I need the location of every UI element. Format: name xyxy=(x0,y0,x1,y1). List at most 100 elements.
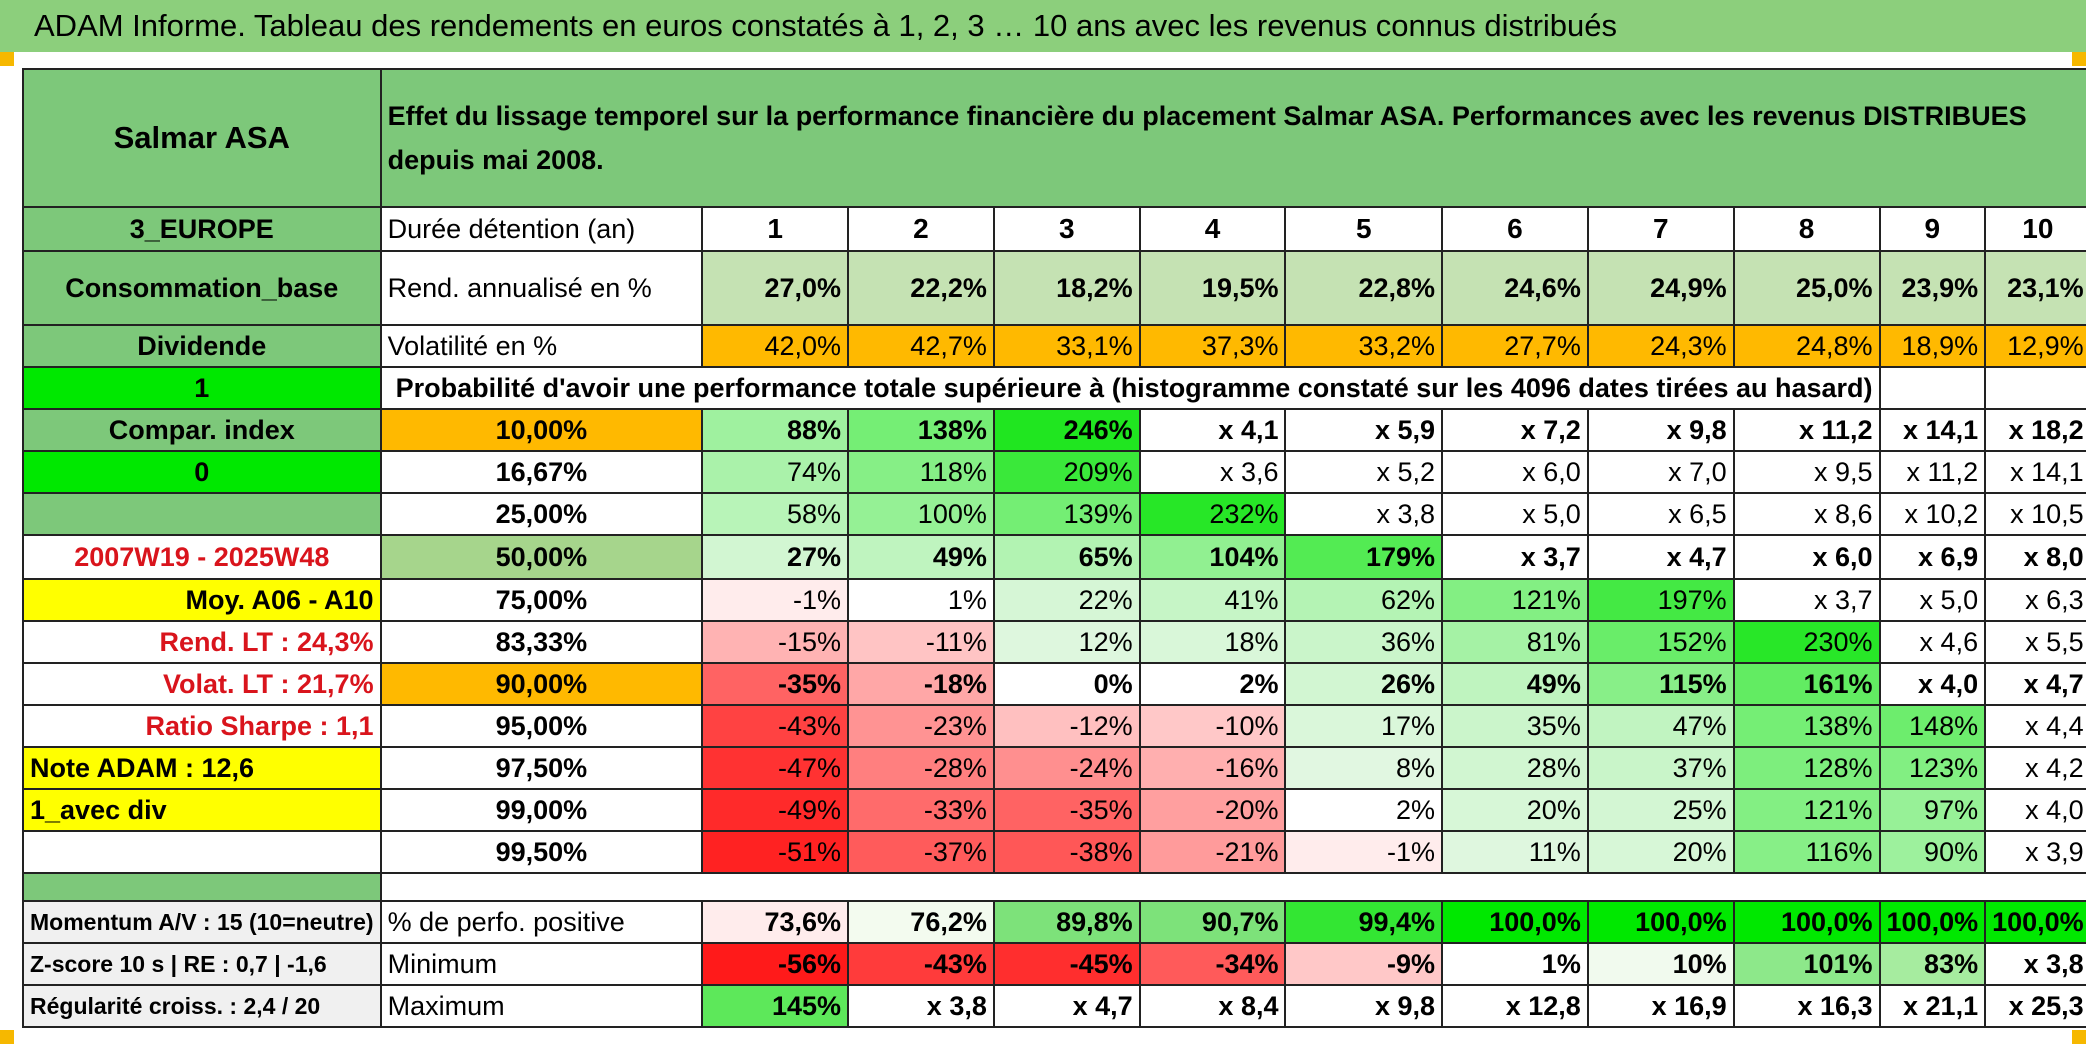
probability-value: 152% xyxy=(1586,620,1735,664)
max-cell: 145% xyxy=(701,984,850,1028)
min-cell: -34% xyxy=(1138,942,1287,986)
probability-value: 58% xyxy=(701,492,850,536)
zscore-label: Z-score 10 s | RE : 0,7 | -1,6 xyxy=(22,942,382,986)
probability-value: x 4,2 xyxy=(1984,746,2086,790)
annualized-return-cell: 18,2% xyxy=(992,250,1141,326)
table-description: Effet du lissage temporel sur la perform… xyxy=(379,68,2086,208)
min-label: Minimum xyxy=(379,942,704,986)
pos-cell: 100,0% xyxy=(1984,900,2086,944)
probability-level: 75,00% xyxy=(379,578,704,622)
probability-value: 41% xyxy=(1138,578,1287,622)
annualized-return-cell: 22,2% xyxy=(847,250,995,326)
momentum-label: Momentum A/V : 15 (10=neutre) xyxy=(22,900,382,944)
probability-value: -15% xyxy=(701,620,850,664)
probability-level: 83,33% xyxy=(379,620,704,664)
performance-table: Salmar ASA Effet du lissage temporel sur… xyxy=(22,68,2086,1028)
probability-value: x 4,7 xyxy=(1984,662,2086,706)
probability-value: -47% xyxy=(701,746,850,790)
probability-value: -35% xyxy=(992,788,1141,832)
corner-marker-bottom-right xyxy=(2072,1030,2086,1044)
probability-value: x 4,4 xyxy=(1984,704,2086,748)
probability-value: 49% xyxy=(847,534,995,580)
probability-value: 12% xyxy=(992,620,1141,664)
probability-value: 1% xyxy=(847,578,995,622)
probability-level: 95,00% xyxy=(379,704,704,748)
corner-marker-left xyxy=(0,52,14,66)
max-label: Maximum xyxy=(379,984,704,1028)
max-cell: x 9,8 xyxy=(1284,984,1444,1028)
probability-value: -18% xyxy=(847,662,995,706)
probability-value: 90% xyxy=(1878,830,1987,874)
compar-index-label: Compar. index xyxy=(22,408,382,452)
probability-value: x 11,2 xyxy=(1878,450,1987,494)
min-cell: 10% xyxy=(1586,942,1735,986)
min-cell: x 3,8 xyxy=(1984,942,2086,986)
min-cell: -45% xyxy=(992,942,1141,986)
duree-label: Durée détention (an) xyxy=(379,206,704,252)
pos-cell: 100,0% xyxy=(1441,900,1589,944)
pos-cell: 100,0% xyxy=(1732,900,1881,944)
rend-label: Rend. annualisé en % xyxy=(379,250,704,326)
max-cell: x 4,7 xyxy=(992,984,1141,1028)
probability-value: x 5,2 xyxy=(1284,450,1444,494)
corner-marker-right xyxy=(2072,52,2086,66)
probability-level: 90,00% xyxy=(379,662,704,706)
probability-value: x 4,1 xyxy=(1138,408,1287,452)
probability-value: 118% xyxy=(847,450,995,494)
annualized-return-cell: 23,9% xyxy=(1878,250,1987,326)
probability-value: x 8,0 xyxy=(1984,534,2086,580)
pos-cell: 100,0% xyxy=(1878,900,1987,944)
probability-value: 11% xyxy=(1441,830,1589,874)
probability-value: 62% xyxy=(1284,578,1444,622)
volat-lt-label: Volat. LT : 21,7% xyxy=(22,662,382,706)
probability-value: 139% xyxy=(992,492,1141,536)
probability-value: 37% xyxy=(1586,746,1735,790)
volatility-cell: 42,0% xyxy=(701,324,850,368)
probability-value: 123% xyxy=(1878,746,1987,790)
flag-zero: 0 xyxy=(22,450,382,494)
probability-value: 20% xyxy=(1441,788,1589,832)
min-cell: 83% xyxy=(1878,942,1987,986)
note-label: Note ADAM : 12,6 xyxy=(22,746,382,790)
probability-value: -16% xyxy=(1138,746,1287,790)
probability-value: x 11,2 xyxy=(1732,408,1881,452)
probability-value: -35% xyxy=(701,662,850,706)
year-header: 5 xyxy=(1284,206,1444,252)
probability-value: 26% xyxy=(1284,662,1444,706)
probability-level: 16,67% xyxy=(379,450,704,494)
volatility-cell: 12,9% xyxy=(1984,324,2086,368)
min-cell: 101% xyxy=(1732,942,1881,986)
probability-value: 209% xyxy=(992,450,1141,494)
volatility-cell: 24,3% xyxy=(1586,324,1735,368)
volatility-cell: 33,1% xyxy=(992,324,1141,368)
probability-value: x 3,7 xyxy=(1732,578,1881,622)
probability-value: 230% xyxy=(1732,620,1881,664)
probability-value: 35% xyxy=(1441,704,1589,748)
probability-value: x 6,0 xyxy=(1732,534,1881,580)
probability-value: x 9,8 xyxy=(1586,408,1735,452)
probability-value: -49% xyxy=(701,788,850,832)
annualized-return-cell: 24,9% xyxy=(1586,250,1735,326)
probability-value: 161% xyxy=(1732,662,1881,706)
probability-level: 99,50% xyxy=(379,830,704,874)
probability-value: 116% xyxy=(1732,830,1881,874)
probability-value: 28% xyxy=(1441,746,1589,790)
pos-cell: 73,6% xyxy=(701,900,850,944)
spacer-green xyxy=(22,872,382,902)
probability-level: 50,00% xyxy=(379,534,704,580)
probability-value: -10% xyxy=(1138,704,1287,748)
volatility-cell: 18,9% xyxy=(1878,324,1987,368)
probability-value: x 9,5 xyxy=(1732,450,1881,494)
probability-value: -1% xyxy=(1284,830,1444,874)
empty-cell xyxy=(22,830,382,874)
probability-value: 197% xyxy=(1586,578,1735,622)
pos-cell: 90,7% xyxy=(1138,900,1287,944)
probability-value: 74% xyxy=(701,450,850,494)
probability-value: x 5,9 xyxy=(1284,408,1444,452)
probability-value: x 8,6 xyxy=(1732,492,1881,536)
probability-value: 115% xyxy=(1586,662,1735,706)
probability-value: -21% xyxy=(1138,830,1287,874)
probability-value: 232% xyxy=(1138,492,1287,536)
period-label: 2007W19 - 2025W48 xyxy=(22,534,382,580)
min-cell: -43% xyxy=(847,942,995,986)
